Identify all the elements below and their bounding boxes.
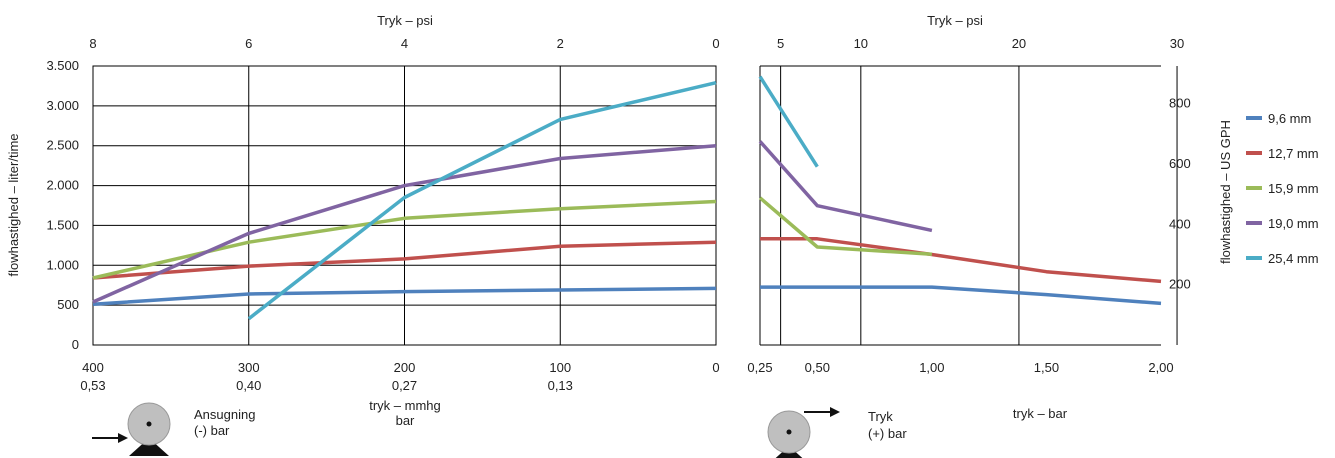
y-tick-label: 400	[1169, 216, 1191, 231]
series-line-3	[92, 199, 717, 280]
y-tick-label: 1.000	[46, 257, 79, 272]
x-tick-label-bar: 0,27	[392, 378, 417, 393]
series-line-1	[92, 286, 717, 307]
x-top-tick-label: 0	[712, 36, 719, 51]
legend-label-5: 25,4 mm	[1268, 251, 1319, 266]
y-tick-label: 1.500	[46, 217, 79, 232]
x-top-tick-label: 5	[777, 36, 784, 51]
pump-base-icon	[129, 438, 169, 456]
series-line-2	[92, 240, 717, 280]
pump-icons: Ansugning(-) bar Tryk (+) bar	[92, 402, 907, 458]
x-tick-label: 100	[549, 360, 571, 375]
x-top-tick-label: 20	[1012, 36, 1026, 51]
x-top-tick-label: 30	[1170, 36, 1184, 51]
pressure-label: Tryk	[868, 409, 893, 424]
suction-label-unit: (-) bar	[194, 423, 230, 438]
pressure-arrowhead-icon	[830, 407, 840, 417]
suction-chart: 05001.0001.5002.0002.5003.0003.5004000,5…	[6, 13, 720, 428]
series-line-4	[92, 143, 717, 304]
x-tick-label-bar: 0,40	[236, 378, 261, 393]
x-axis-label-unit: bar	[396, 413, 415, 428]
x-tick-label: 0	[712, 360, 719, 375]
x-top-axis-label: Tryk – psi	[927, 13, 983, 28]
x-tick-label: 0,25	[747, 360, 772, 375]
y-tick-label: 800	[1169, 96, 1191, 111]
series-line-4	[758, 140, 933, 233]
series-line-5	[247, 80, 717, 321]
legend-label-4: 19,0 mm	[1268, 216, 1319, 231]
x-tick-label: 200	[394, 360, 416, 375]
x-top-tick-label: 8	[89, 36, 96, 51]
x-top-tick-label: 4	[401, 36, 408, 51]
suction-pump-icon	[127, 402, 171, 456]
y-tick-label: 3.500	[46, 58, 79, 73]
y-tick-label: 3.000	[46, 98, 79, 113]
pump-hub-icon	[146, 421, 152, 427]
suction-label: Ansugning	[194, 407, 255, 422]
y-tick-label: 500	[57, 297, 79, 312]
series-line-3	[758, 196, 933, 256]
x-axis-label: tryk – bar	[1013, 406, 1068, 421]
y-axis-label: flowhastighed – US GPH	[1218, 120, 1233, 264]
x-top-tick-label: 10	[854, 36, 868, 51]
plot-frame	[92, 65, 717, 346]
x-tick-label-bar: 0,13	[548, 378, 573, 393]
legend-label-3: 15,9 mm	[1268, 181, 1319, 196]
series-line-2	[760, 237, 1162, 284]
y-tick-label: 0	[72, 337, 79, 352]
x-axis-label: tryk – mmhg	[369, 398, 441, 413]
y-tick-label: 2.000	[46, 178, 79, 193]
y-tick-label: 600	[1169, 156, 1191, 171]
x-tick-label: 0,50	[805, 360, 830, 375]
y-tick-label: 2.500	[46, 138, 79, 153]
x-tick-label: 1,00	[919, 360, 944, 375]
x-tick-label: 1,50	[1034, 360, 1059, 375]
pump-hub-icon	[786, 429, 792, 435]
pressure-label-unit: (+) bar	[868, 426, 907, 441]
suction-arrowhead-icon	[118, 433, 128, 443]
x-top-tick-label: 2	[557, 36, 564, 51]
x-tick-label: 2,00	[1148, 360, 1173, 375]
legend-label-2: 12,7 mm	[1268, 146, 1319, 161]
x-top-axis-label: Tryk – psi	[377, 13, 433, 28]
y-axis-label: flowhastighed – liter/time	[6, 133, 21, 276]
x-tick-label: 400	[82, 360, 104, 375]
legend-label-1: 9,6 mm	[1268, 111, 1311, 126]
legend: 9,6 mm 12,7 mm 15,9 mm 19,0 mm 25,4 mm	[1246, 111, 1319, 266]
x-top-tick-label: 6	[245, 36, 252, 51]
series-line-1	[760, 285, 1162, 306]
pressure-pump-icon	[767, 410, 811, 458]
x-tick-label-bar: 0,53	[80, 378, 105, 393]
pressure-chart: 5 10 20 30 0,25 0,50 1,00 1,50 2,00 200 400 600 800 T…	[747, 13, 1233, 421]
x-tick-label: 300	[238, 360, 260, 375]
series-line-5	[758, 75, 819, 168]
y-tick-label: 200	[1169, 277, 1191, 292]
